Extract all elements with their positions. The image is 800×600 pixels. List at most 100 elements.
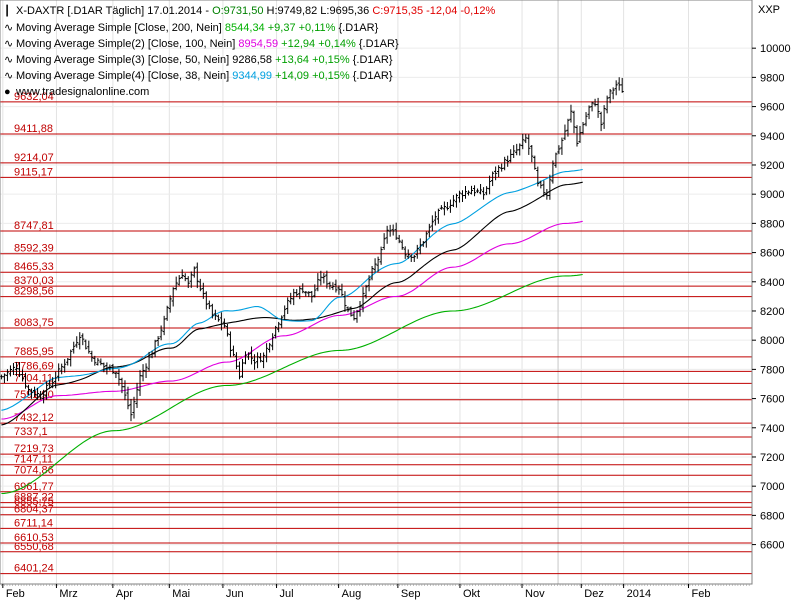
- price-bar[interactable]: [497, 165, 501, 178]
- price-bar[interactable]: [8, 365, 13, 377]
- price-bar[interactable]: [445, 201, 450, 211]
- price-bar[interactable]: [38, 390, 43, 400]
- price-bar[interactable]: [509, 149, 513, 163]
- price-bar[interactable]: [105, 362, 109, 375]
- price-bar[interactable]: [75, 336, 79, 348]
- price-bar[interactable]: [165, 305, 169, 321]
- price-bar[interactable]: [391, 224, 395, 236]
- price-bar[interactable]: [228, 331, 233, 358]
- price-bar[interactable]: [141, 364, 145, 382]
- price-bar[interactable]: [448, 199, 453, 213]
- price-bar[interactable]: [400, 239, 404, 250]
- price-bar[interactable]: [249, 346, 254, 365]
- price-bar[interactable]: [289, 292, 293, 305]
- price-bar[interactable]: [491, 171, 495, 187]
- price-bar[interactable]: [271, 333, 275, 351]
- price-bar[interactable]: [180, 269, 184, 279]
- price-bar[interactable]: [234, 352, 239, 370]
- price-bar[interactable]: [593, 98, 597, 107]
- price-bar[interactable]: [424, 231, 428, 248]
- price-bar[interactable]: [17, 362, 22, 378]
- price-bar[interactable]: [506, 155, 510, 167]
- price-bar[interactable]: [581, 122, 585, 135]
- price-bar[interactable]: [524, 134, 528, 144]
- price-bar[interactable]: [42, 389, 46, 404]
- price-bar[interactable]: [608, 88, 612, 104]
- price-bar[interactable]: [222, 318, 227, 328]
- price-bar[interactable]: [575, 125, 579, 147]
- price-bar[interactable]: [352, 310, 356, 321]
- moving-average-line[interactable]: [1, 273, 583, 495]
- price-bar[interactable]: [349, 306, 353, 317]
- price-bar[interactable]: [355, 309, 359, 323]
- price-bar[interactable]: [478, 183, 483, 195]
- price-bar[interactable]: [81, 333, 85, 346]
- price-bar[interactable]: [2, 373, 7, 384]
- price-bar[interactable]: [418, 238, 422, 255]
- price-bar[interactable]: [472, 185, 477, 197]
- price-bar[interactable]: [304, 291, 308, 297]
- price-bar[interactable]: [231, 345, 236, 357]
- price-bar[interactable]: [527, 134, 531, 155]
- price-bar[interactable]: [177, 275, 181, 286]
- price-bar[interactable]: [120, 377, 124, 394]
- price-bar[interactable]: [430, 215, 434, 232]
- price-bar[interactable]: [301, 283, 305, 294]
- price-bar[interactable]: [587, 105, 591, 120]
- price-bar[interactable]: [237, 361, 242, 380]
- price-bar[interactable]: [385, 225, 389, 244]
- price-bar[interactable]: [620, 77, 624, 93]
- price-bar[interactable]: [484, 186, 489, 196]
- price-bar[interactable]: [14, 361, 19, 377]
- price-bar[interactable]: [518, 143, 522, 156]
- price-bar[interactable]: [494, 166, 498, 181]
- price-bar[interactable]: [545, 188, 549, 200]
- price-bar[interactable]: [255, 352, 260, 369]
- price-bar[interactable]: [78, 332, 82, 350]
- price-bar[interactable]: [569, 104, 573, 123]
- price-bar[interactable]: [32, 386, 37, 398]
- price-bar[interactable]: [307, 291, 311, 298]
- price-bar[interactable]: [337, 285, 341, 295]
- price-bar[interactable]: [295, 289, 299, 298]
- price-bar[interactable]: [388, 224, 392, 237]
- price-bar[interactable]: [319, 270, 323, 286]
- price-bar[interactable]: [292, 288, 296, 306]
- price-bar[interactable]: [168, 295, 172, 313]
- price-bar[interactable]: [280, 315, 284, 329]
- price-bar[interactable]: [48, 380, 52, 389]
- price-bar[interactable]: [219, 312, 223, 331]
- price-bar[interactable]: [530, 145, 534, 163]
- price-bar[interactable]: [433, 211, 437, 226]
- price-bar[interactable]: [5, 369, 10, 382]
- price-bar[interactable]: [225, 323, 230, 337]
- price-bar[interactable]: [578, 125, 582, 143]
- price-bar[interactable]: [451, 195, 456, 208]
- price-bar[interactable]: [605, 95, 609, 114]
- price-bar[interactable]: [72, 341, 76, 354]
- price-bar[interactable]: [379, 246, 383, 265]
- price-bar[interactable]: [358, 300, 362, 317]
- price-bar[interactable]: [409, 254, 413, 262]
- price-bar[interactable]: [572, 110, 576, 134]
- price-bar[interactable]: [466, 190, 471, 196]
- price-bar[interactable]: [150, 350, 154, 359]
- price-bar[interactable]: [274, 325, 278, 339]
- price-bar[interactable]: [322, 273, 326, 284]
- price-bar[interactable]: [298, 286, 302, 300]
- price-bar[interactable]: [376, 256, 380, 272]
- price-bar[interactable]: [102, 362, 106, 373]
- price-bar[interactable]: [216, 314, 220, 322]
- price-bar[interactable]: [265, 343, 269, 363]
- price-bar[interactable]: [328, 281, 332, 290]
- price-bar[interactable]: [277, 321, 281, 333]
- price-bar[interactable]: [111, 363, 115, 375]
- price-bar[interactable]: [26, 384, 31, 396]
- price-bar[interactable]: [126, 386, 130, 410]
- price-bar[interactable]: [340, 283, 344, 297]
- price-bar[interactable]: [421, 240, 425, 247]
- price-bar[interactable]: [406, 249, 410, 259]
- price-bar[interactable]: [584, 112, 588, 127]
- price-bar[interactable]: [213, 309, 217, 321]
- price-bar[interactable]: [364, 284, 368, 299]
